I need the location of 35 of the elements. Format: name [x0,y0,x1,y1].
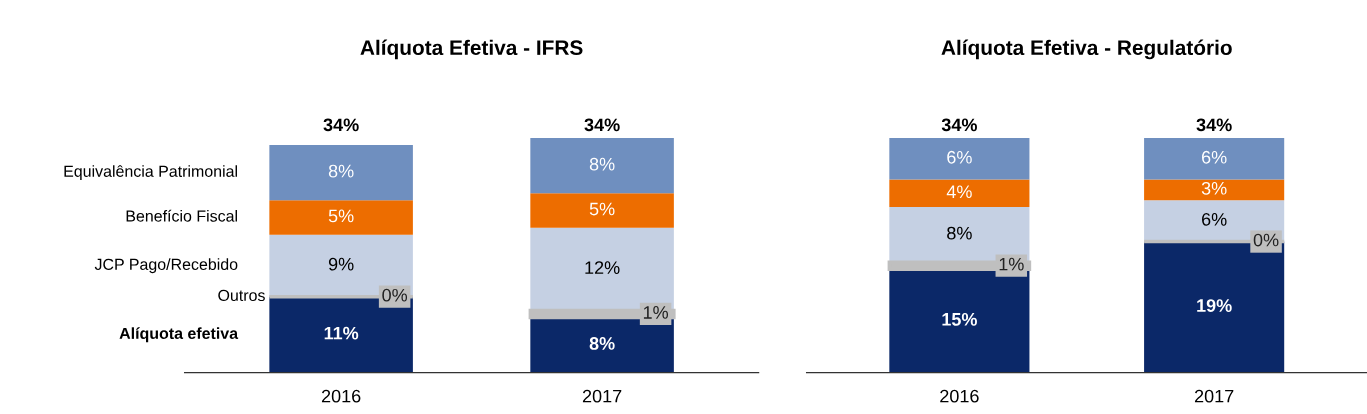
data-label: 8% [947,226,972,240]
data-label: 1% [999,257,1024,271]
x-tick-label: 2017 [582,389,622,403]
data-label: 6% [1202,212,1227,226]
x-tick-label: 2016 [940,389,979,403]
text: Benefício Fiscal [126,209,237,222]
total-label: 34% [941,118,977,132]
data-label: 15% [942,312,977,326]
series-label: Outros [218,289,265,302]
series-label: Alíquota efetiva [119,327,239,343]
data-label: 12% [585,261,620,274]
data-label: 9% [328,257,354,271]
x-tick-label: 2016 [321,389,361,403]
text: JCP Pago/Recebido [94,258,238,274]
data-label: 8% [328,164,354,178]
data-label: 6% [947,150,972,164]
data-label: 3% [1201,181,1227,195]
chart-title: Alíquota Efetiva - Regulatório [941,39,1232,60]
data-label: 5% [589,202,615,216]
data-label: 0% [1253,233,1279,247]
data-label: 6% [1202,150,1227,164]
data-label: 8% [589,157,615,171]
data-label: 11% [324,326,359,340]
data-label: 4% [946,185,972,199]
chart-title: Alíquota Efetiva - IFRS [360,39,583,60]
x-tick-label: 2017 [1194,389,1234,403]
text: Equivalência Patrimonial [64,165,237,181]
total-label: 34% [1196,118,1232,132]
total-label: 34% [584,118,620,132]
data-label: 5% [328,209,354,223]
data-label: 19% [1197,299,1232,312]
data-label: 0% [382,288,408,302]
total-label: 34% [323,118,359,132]
data-label: 8% [589,337,615,350]
data-label: 1% [643,306,669,319]
